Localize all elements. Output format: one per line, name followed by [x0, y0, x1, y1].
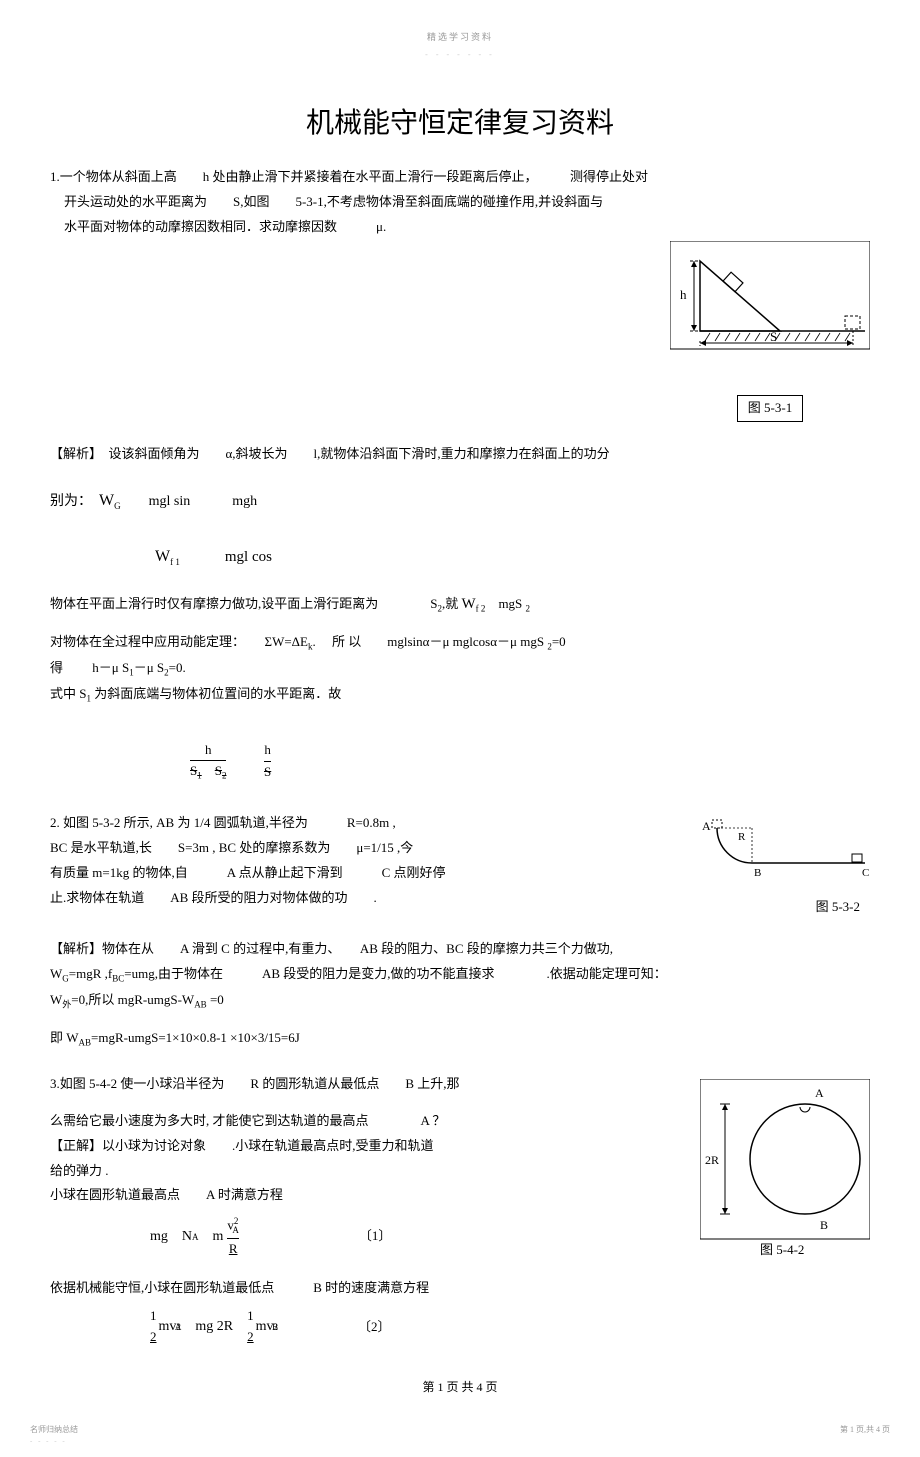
- conserve-line: 依据机械能守恒,小球在圆形轨道最低点 B 时的速度满意方程: [50, 1278, 870, 1299]
- analysis1-note: 式中 S1 为斜面底端与物体初位置间的水平距离．故: [50, 684, 870, 706]
- figure-532-svg: A R B C: [690, 818, 870, 888]
- analysis1-wg: 别为： WG mgl sin mgh: [50, 488, 870, 514]
- svg-text:2R: 2R: [705, 1153, 719, 1167]
- figure-531-caption: 图 5-3-1: [737, 395, 803, 422]
- figure-532: A R B C 图 5-3-2: [690, 818, 870, 917]
- analysis1-fraction: h S1 S2 h S: [50, 740, 870, 784]
- analysis1-wf1: Wf 1 mgl cos: [50, 544, 870, 570]
- equation2: 1 2 mv2A mg 2R 1 2 mv2B 〔2〕: [50, 1306, 870, 1348]
- svg-text:A: A: [702, 819, 711, 833]
- analysis2-line3: W外=0,所以 mgR-umgS-WAB =0: [50, 990, 870, 1012]
- bottom-right-text: 第 1 页,共 4 页: [840, 1424, 890, 1437]
- problem1-line2: 开头运动处的水平距离为 S,如图 5-3-1,不考虑物体滑至斜面底端的碰撞作用,…: [50, 192, 870, 213]
- analysis1-apply: 对物体在全过程中应用动能定理： ΣW=ΔEk. 所 以 mglsinα－μ mg…: [50, 632, 870, 654]
- analysis1-result: 得 h－μ S1－μ S2=0.: [50, 658, 870, 680]
- svg-text:A: A: [815, 1086, 824, 1100]
- fig531-s-label: S: [770, 329, 777, 344]
- header-small-text: 精选学习资料: [50, 30, 870, 44]
- figure-531: h S 图 5-3-1: [670, 241, 870, 421]
- figure-542-svg: A 2R B 图 5-4-2: [700, 1079, 870, 1259]
- bottom-dash: - - - - -: [30, 1436, 67, 1447]
- svg-text:B: B: [754, 867, 761, 879]
- analysis1-label: 【解析】 设该斜面倾角为 α,斜坡长为 l,就物体沿斜面下滑时,重力和摩擦力在斜…: [50, 444, 870, 465]
- svg-text:图 5-4-2: 图 5-4-2: [760, 1242, 804, 1257]
- analysis1-plane: 物体在平面上滑行时仅有摩擦力做功,设平面上滑行距离为 S2,就 Wf 2 mgS…: [50, 592, 870, 616]
- header-dash: - - - - - - -: [50, 49, 870, 62]
- problem1-line3: 水平面对物体的动摩擦因数相同．求动摩擦因数 μ.: [50, 217, 870, 238]
- svg-text:C: C: [862, 867, 869, 879]
- figure-542: A 2R B 图 5-4-2: [700, 1079, 870, 1267]
- svg-text:R: R: [738, 831, 746, 843]
- problem1-line1: 1.一个物体从斜面上高 h 处由静止滑下并紧接着在水平面上滑行一段距离后停止， …: [50, 167, 870, 188]
- fig531-h-label: h: [680, 287, 687, 302]
- equation1: mg NA m v2A R 〔1〕: [50, 1214, 680, 1259]
- analysis2-line4: 即 WAB=mgR-umgS=1×10×0.8-1 ×10×3/15=6J: [50, 1028, 870, 1050]
- page-footer: 第 1 页 共 4 页: [50, 1378, 870, 1397]
- analysis2-line1: 【解析】物体在从 A 滑到 C 的过程中,有重力、 AB 段的阻力、BC 段的摩…: [50, 939, 870, 960]
- analysis2-line2: WG=mgR ,fBC=umg,由于物体在 AB 段受的阻力是变力,做的功不能直…: [50, 964, 870, 986]
- figure-532-caption: 图 5-3-2: [690, 897, 870, 918]
- svg-text:B: B: [820, 1218, 828, 1232]
- figure-531-svg: h S: [670, 241, 870, 381]
- page-title: 机械能守恒定律复习资料: [50, 102, 870, 147]
